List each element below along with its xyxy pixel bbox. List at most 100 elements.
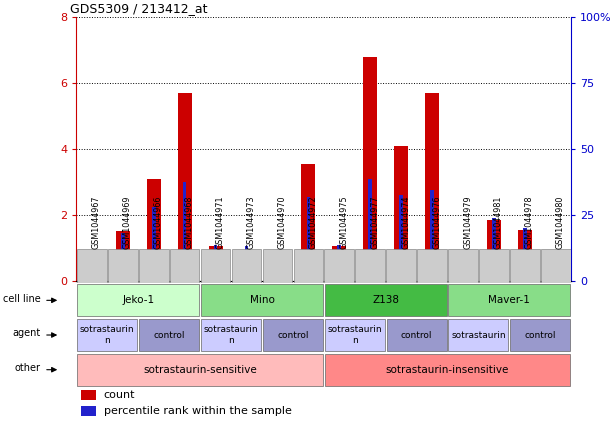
Text: GSM1044966: GSM1044966	[154, 196, 163, 249]
Text: sotrastaurin
n: sotrastaurin n	[327, 325, 382, 345]
FancyBboxPatch shape	[448, 319, 508, 351]
FancyBboxPatch shape	[325, 319, 385, 351]
FancyBboxPatch shape	[263, 249, 292, 283]
Bar	[81, 406, 96, 415]
Text: sotrastaurin
n: sotrastaurin n	[203, 325, 258, 345]
Text: sotrastaurin-sensitive: sotrastaurin-sensitive	[143, 365, 257, 375]
Bar	[487, 220, 501, 281]
FancyBboxPatch shape	[541, 249, 571, 283]
FancyBboxPatch shape	[325, 284, 447, 316]
Bar	[208, 246, 222, 281]
Bar	[492, 218, 496, 281]
Text: sotrastaurin: sotrastaurin	[451, 330, 506, 340]
Text: GSM1044977: GSM1044977	[370, 196, 379, 249]
Bar	[271, 267, 284, 281]
Text: GSM1044972: GSM1044972	[309, 196, 317, 249]
FancyBboxPatch shape	[78, 354, 323, 386]
Bar	[116, 231, 130, 281]
FancyBboxPatch shape	[108, 249, 137, 283]
FancyBboxPatch shape	[139, 249, 169, 283]
Bar	[368, 179, 372, 281]
Bar	[430, 190, 434, 281]
Bar	[90, 253, 93, 281]
FancyBboxPatch shape	[232, 249, 262, 283]
Text: Z138: Z138	[372, 295, 399, 305]
FancyBboxPatch shape	[78, 319, 137, 351]
Text: other: other	[14, 363, 40, 373]
Text: GSM1044973: GSM1044973	[246, 196, 255, 249]
Text: sotrastaurin-insensitive: sotrastaurin-insensitive	[386, 365, 509, 375]
Text: GSM1044978: GSM1044978	[525, 196, 534, 249]
FancyBboxPatch shape	[356, 249, 385, 283]
Text: GSM1044980: GSM1044980	[556, 196, 565, 249]
Text: Maver-1: Maver-1	[488, 295, 530, 305]
Text: cell line: cell line	[2, 294, 40, 304]
Text: Jeko-1: Jeko-1	[122, 295, 155, 305]
Text: GDS5309 / 213412_at: GDS5309 / 213412_at	[70, 2, 208, 15]
Bar	[178, 93, 192, 281]
Bar	[301, 164, 315, 281]
Text: GSM1044974: GSM1044974	[401, 196, 410, 249]
Text: control: control	[525, 330, 556, 340]
Bar	[461, 258, 465, 281]
Bar	[240, 261, 254, 281]
FancyBboxPatch shape	[139, 319, 199, 351]
FancyBboxPatch shape	[386, 249, 416, 283]
Text: GSM1044967: GSM1044967	[92, 196, 101, 249]
Bar	[518, 230, 532, 281]
FancyBboxPatch shape	[510, 319, 570, 351]
Bar	[523, 228, 527, 281]
FancyBboxPatch shape	[201, 319, 261, 351]
Bar	[400, 195, 403, 281]
Text: GSM1044969: GSM1044969	[123, 196, 132, 249]
Bar	[276, 258, 279, 281]
FancyBboxPatch shape	[263, 319, 323, 351]
FancyBboxPatch shape	[448, 284, 570, 316]
Bar	[425, 93, 439, 281]
Bar	[214, 244, 218, 281]
Bar	[549, 267, 563, 281]
Text: GSM1044979: GSM1044979	[463, 196, 472, 249]
FancyBboxPatch shape	[201, 249, 230, 283]
FancyBboxPatch shape	[293, 249, 323, 283]
Bar	[394, 146, 408, 281]
Bar	[554, 263, 558, 281]
Text: count: count	[104, 390, 135, 400]
Bar	[337, 244, 341, 281]
FancyBboxPatch shape	[78, 284, 199, 316]
Text: control: control	[401, 330, 433, 340]
Bar	[364, 57, 377, 281]
Bar	[332, 246, 346, 281]
Text: Mino: Mino	[249, 295, 274, 305]
FancyBboxPatch shape	[510, 249, 540, 283]
Text: GSM1044971: GSM1044971	[216, 196, 225, 249]
FancyBboxPatch shape	[417, 249, 447, 283]
Text: sotrastaurin
n: sotrastaurin n	[80, 325, 134, 345]
Bar	[121, 233, 125, 281]
Text: GSM1044975: GSM1044975	[339, 196, 348, 249]
Text: control: control	[153, 330, 185, 340]
FancyBboxPatch shape	[170, 249, 199, 283]
Text: GSM1044970: GSM1044970	[277, 196, 287, 249]
Text: GSM1044981: GSM1044981	[494, 196, 503, 249]
FancyBboxPatch shape	[387, 319, 447, 351]
FancyBboxPatch shape	[448, 249, 478, 283]
FancyBboxPatch shape	[77, 249, 107, 283]
Text: GSM1044976: GSM1044976	[432, 196, 441, 249]
Text: GSM1044968: GSM1044968	[185, 196, 194, 249]
Text: agent: agent	[12, 328, 40, 338]
Bar	[81, 390, 96, 400]
FancyBboxPatch shape	[325, 354, 570, 386]
Bar	[85, 275, 99, 281]
Text: control: control	[277, 330, 309, 340]
Bar	[456, 263, 470, 281]
FancyBboxPatch shape	[201, 284, 323, 316]
Bar	[307, 197, 310, 281]
Bar	[244, 246, 248, 281]
FancyBboxPatch shape	[324, 249, 354, 283]
Text: percentile rank within the sample: percentile rank within the sample	[104, 406, 291, 416]
Bar	[147, 179, 161, 281]
Bar	[183, 182, 186, 281]
Bar	[152, 207, 156, 281]
FancyBboxPatch shape	[479, 249, 509, 283]
